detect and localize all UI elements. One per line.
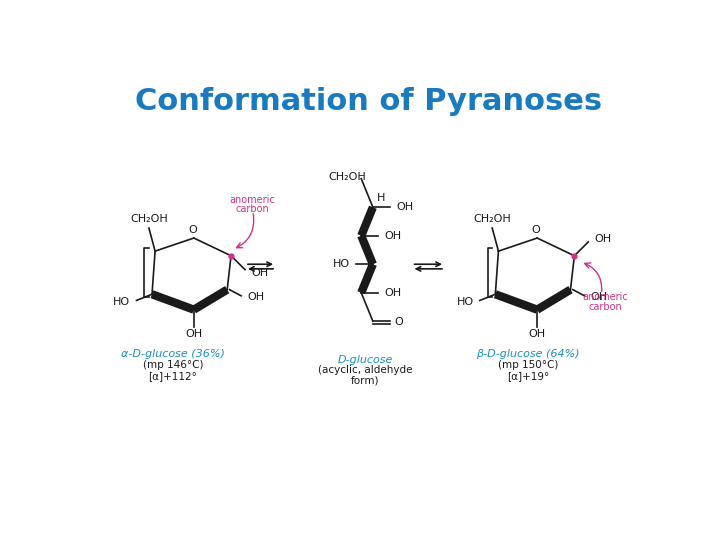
Text: anomeric: anomeric — [230, 194, 276, 205]
Text: [α]+112°: [α]+112° — [148, 371, 197, 381]
Text: (mp 146°C): (mp 146°C) — [143, 360, 203, 370]
Text: form): form) — [351, 375, 379, 386]
Text: OH: OH — [384, 231, 402, 241]
Text: OH: OH — [251, 268, 269, 278]
Text: OH: OH — [590, 292, 608, 302]
Text: CH₂OH: CH₂OH — [328, 172, 366, 182]
Text: OH: OH — [528, 329, 546, 339]
Text: carbon: carbon — [236, 204, 269, 214]
Text: O: O — [188, 225, 197, 235]
Text: (mp 150°C): (mp 150°C) — [498, 360, 558, 370]
Text: OH: OH — [384, 288, 402, 298]
Text: OH: OH — [185, 329, 202, 339]
Text: (acyclic, aldehyde: (acyclic, aldehyde — [318, 366, 413, 375]
Text: OH: OH — [595, 234, 612, 244]
Text: CH₂OH: CH₂OH — [473, 214, 511, 224]
Text: [α]+19°: [α]+19° — [507, 371, 549, 381]
Text: HO: HO — [456, 297, 474, 307]
Text: O: O — [395, 317, 403, 327]
Text: carbon: carbon — [588, 301, 622, 312]
Text: Conformation of Pyranoses: Conformation of Pyranoses — [135, 87, 603, 116]
Text: HO: HO — [333, 259, 350, 269]
Text: α-D-glucose (36%): α-D-glucose (36%) — [121, 348, 225, 359]
Text: OH: OH — [248, 292, 264, 302]
Text: CH₂OH: CH₂OH — [130, 214, 168, 224]
Text: β-D-glucose (64%): β-D-glucose (64%) — [476, 348, 580, 359]
Text: O: O — [531, 225, 540, 235]
Text: OH: OH — [396, 202, 413, 212]
Text: H: H — [377, 193, 384, 203]
Text: D-glucose: D-glucose — [338, 355, 393, 365]
Text: HO: HO — [113, 297, 130, 307]
Text: anomeric: anomeric — [582, 292, 629, 302]
